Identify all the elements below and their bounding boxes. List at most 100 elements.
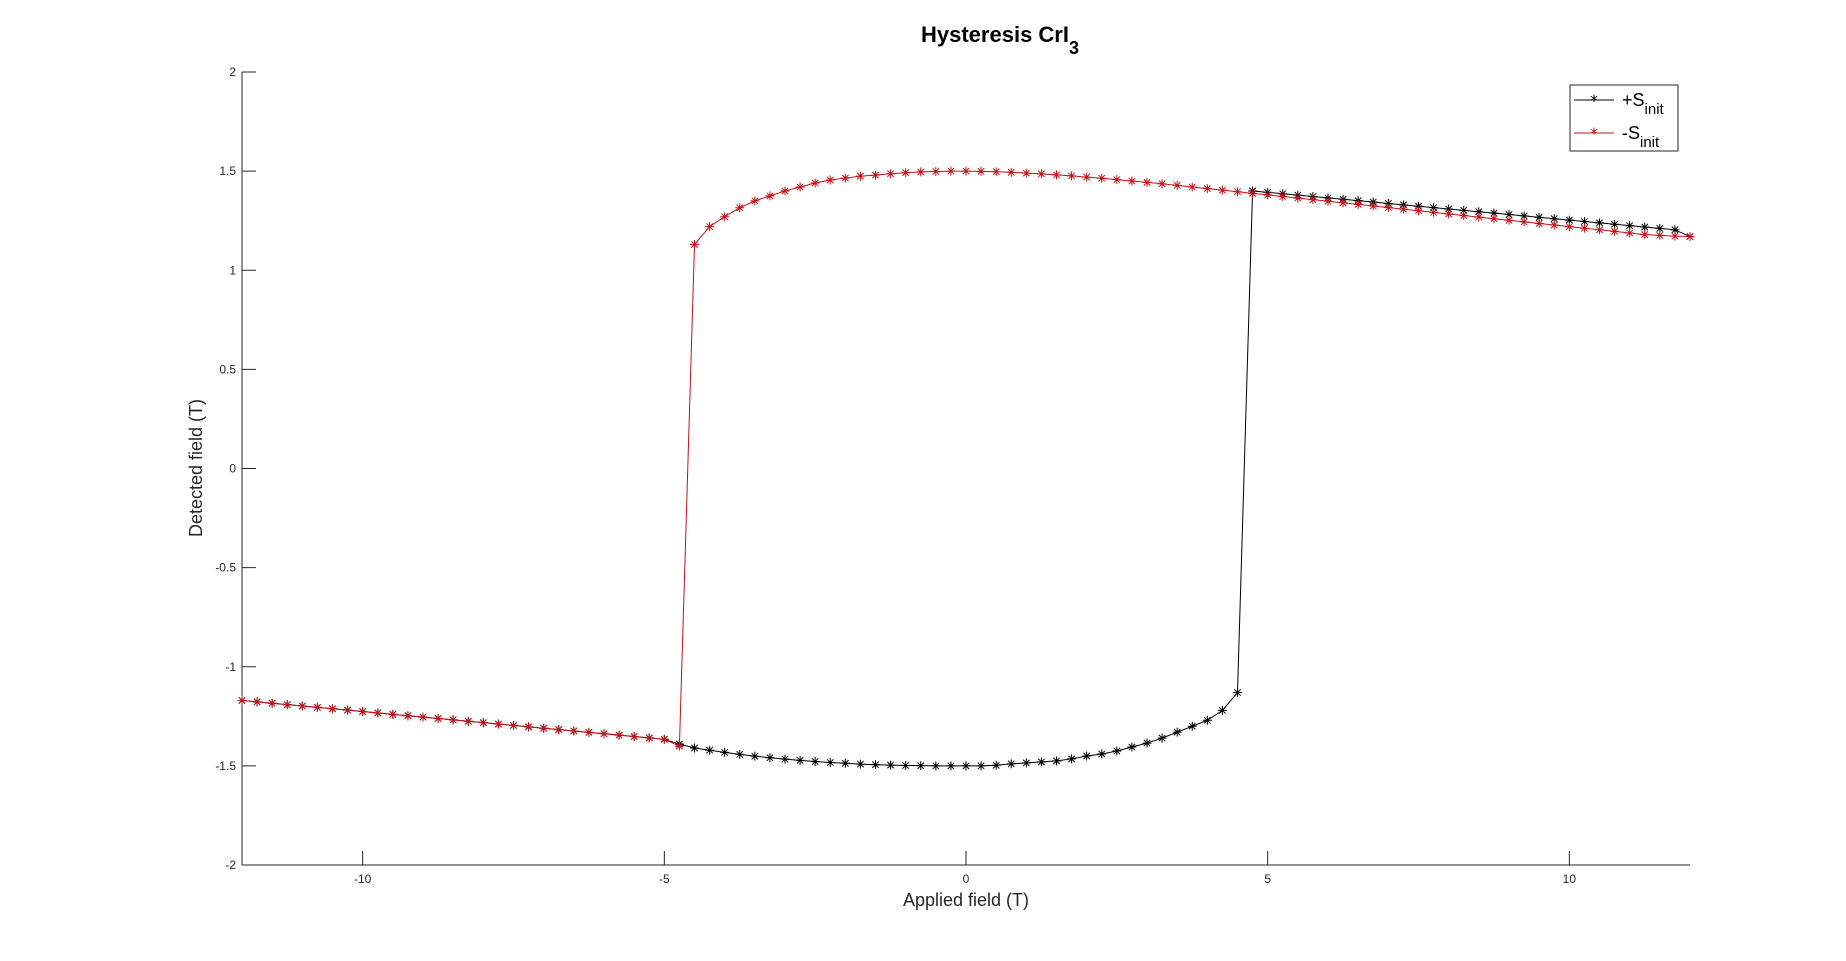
series-2-point	[478, 718, 488, 728]
series-2-point	[584, 727, 594, 737]
y-ticks: -2 -1.5 -1 -0.5 0 0.5 1 1.5 2	[215, 65, 256, 872]
series-2-point	[554, 725, 564, 735]
series-2-point	[1610, 226, 1620, 236]
legend-entry-2-name: -S	[1622, 123, 1640, 143]
series-1-point	[1625, 221, 1635, 231]
series-2-point	[524, 722, 534, 732]
series-2-point	[1549, 220, 1559, 230]
series-2-point	[931, 167, 941, 177]
series-2-point	[1202, 184, 1212, 194]
series-2-point	[463, 716, 473, 726]
series-2-point	[1579, 223, 1589, 233]
series-2-point	[1067, 171, 1077, 181]
legend-entry-1-label: +Sinit	[1622, 90, 1665, 118]
series-1-point	[1157, 733, 1167, 743]
legend-entry-1: * +Sinit	[1574, 90, 1665, 118]
series-2-point	[1323, 196, 1333, 206]
y-tick-label: -2	[225, 858, 236, 872]
series-1-point	[1595, 218, 1604, 228]
series-2-point	[1187, 182, 1197, 192]
legend-entry-2: * -Sinit	[1574, 123, 1660, 151]
series-2-point	[629, 732, 639, 742]
series-1-point	[765, 753, 775, 763]
x-tick-label: 10	[1563, 872, 1577, 886]
series-2-point	[886, 169, 896, 179]
series-2-point	[674, 741, 684, 751]
series-2-point	[1368, 201, 1378, 211]
x-tick-label: 5	[1264, 872, 1271, 886]
legend-entry-1-name: +S	[1622, 90, 1645, 110]
series-2-point	[1112, 175, 1122, 185]
series-2-point	[1444, 209, 1454, 219]
series-2-point	[1655, 230, 1665, 240]
series-2-point	[297, 701, 307, 711]
series-2-point	[1052, 170, 1061, 180]
x-tick-label: -5	[659, 872, 670, 886]
chart-title-subscript: 3	[1069, 38, 1079, 58]
series-1-point	[750, 751, 760, 761]
series-2-point	[825, 175, 835, 185]
series-2-point	[1082, 172, 1092, 182]
series-2-point	[735, 203, 745, 213]
y-tick-label: 0.5	[219, 362, 236, 376]
series-2-point	[252, 697, 262, 707]
series-2-point	[840, 173, 850, 183]
series-2-point	[1293, 193, 1303, 203]
series-1-point	[825, 758, 835, 768]
series-2-point	[795, 182, 805, 192]
y-tick-label: 1.5	[219, 164, 236, 178]
series-2-point	[569, 726, 579, 736]
series-2-point	[1353, 199, 1363, 209]
x-tick-label: 0	[963, 872, 970, 886]
series-1-point	[886, 760, 896, 770]
series-2-point	[282, 700, 292, 710]
y-tick-label: 1	[229, 263, 236, 277]
legend-entry-2-label: -Sinit	[1622, 123, 1660, 151]
series-2-point	[509, 720, 518, 730]
series-2-point	[1338, 198, 1348, 208]
legend-box	[1569, 84, 1679, 152]
series-2-point	[358, 707, 368, 717]
legend-swatch-marker-2: *	[1590, 124, 1598, 143]
series-2-point	[1172, 180, 1182, 190]
series-2-point	[1263, 190, 1273, 200]
series-2-point	[946, 166, 956, 176]
series-1-point	[976, 761, 986, 771]
series-2-point	[916, 167, 926, 177]
series-2-point	[1459, 211, 1469, 221]
series-2-point	[1383, 203, 1393, 213]
series-1-point	[1489, 208, 1499, 218]
series-2-point	[1489, 214, 1499, 224]
series-1-point	[840, 758, 850, 768]
series-1-point	[1036, 757, 1046, 767]
series-2-point	[1278, 192, 1288, 202]
series-1-point	[1564, 215, 1574, 225]
series-1-point	[946, 761, 956, 771]
series-2-point	[1036, 169, 1046, 179]
y-tick-label: 2	[229, 65, 236, 79]
series-2-point	[1127, 176, 1137, 186]
series-2-point	[705, 222, 715, 232]
series-2-point	[388, 709, 398, 719]
series-1-point	[690, 743, 699, 753]
series-2-point	[855, 171, 865, 181]
x-ticks: -10 -5 0 5 10	[354, 851, 1576, 886]
series-2-point	[690, 239, 699, 249]
series-1-point	[810, 757, 820, 767]
series-2-point	[614, 730, 624, 740]
series-2-point	[901, 168, 911, 178]
legend: * +Sinit * -Sinit	[1569, 84, 1679, 152]
series-2-point	[448, 715, 458, 725]
series-2-point	[1006, 167, 1016, 177]
series-2-point	[1595, 225, 1604, 235]
series-1-point	[916, 761, 926, 771]
series-1-point	[961, 761, 971, 771]
series-1-point	[1052, 756, 1061, 766]
series-1-point	[1067, 754, 1077, 764]
series-1-point	[1534, 212, 1544, 222]
series-1-point	[1202, 715, 1212, 725]
series-2-point	[1414, 206, 1423, 216]
series-2-point	[493, 719, 503, 729]
series-2-point	[976, 166, 986, 176]
